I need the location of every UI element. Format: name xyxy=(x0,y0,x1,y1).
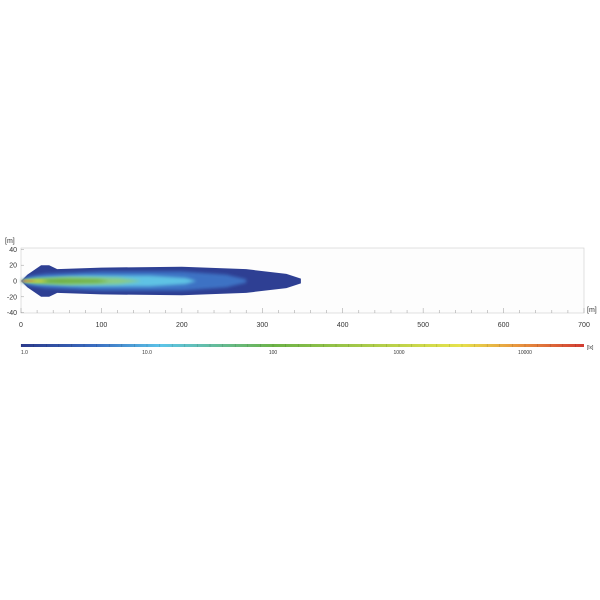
y-tick-label: 20 xyxy=(9,263,17,270)
y-axis-unit: [m] xyxy=(5,238,15,245)
colorbar-tick-label: 100 xyxy=(269,350,278,356)
x-tick-label: 500 xyxy=(417,322,429,329)
y-tick-label: -40 xyxy=(7,310,17,317)
x-axis: 0 100 200 300 400 500 600 700 xyxy=(19,308,590,329)
y-tick-label: -20 xyxy=(7,294,17,301)
y-tick-label: 0 xyxy=(13,279,17,286)
isolux-contour-100 xyxy=(21,278,110,284)
colorbar-tick-label: 1000 xyxy=(393,350,404,356)
colorbar-tick-label: 1.0 xyxy=(21,350,28,356)
colorbar-gradient xyxy=(21,344,584,347)
y-tick-label: 40 xyxy=(9,247,17,254)
x-tick-label: 200 xyxy=(176,322,188,329)
x-tick-label: 100 xyxy=(96,322,108,329)
x-axis-unit: [m] xyxy=(587,307,597,314)
x-tick-label: 400 xyxy=(337,322,349,329)
x-tick-label: 600 xyxy=(498,322,510,329)
x-tick-label: 300 xyxy=(256,322,268,329)
colorbar-tick-label: 10.0 xyxy=(142,350,152,356)
x-tick-label: 700 xyxy=(578,322,590,329)
beam-contours xyxy=(21,265,301,297)
colorbar-unit: [lx] xyxy=(587,345,594,351)
colorbar-tick-label: 10000 xyxy=(518,350,532,356)
colorbar: 1.0 10.0 100 1000 10000 [lx] xyxy=(20,344,594,356)
isolux-contour-10000 xyxy=(21,280,36,282)
x-tick-label: 0 xyxy=(19,322,23,329)
y-axis: 40 20 0 -20 -40 xyxy=(7,247,24,317)
